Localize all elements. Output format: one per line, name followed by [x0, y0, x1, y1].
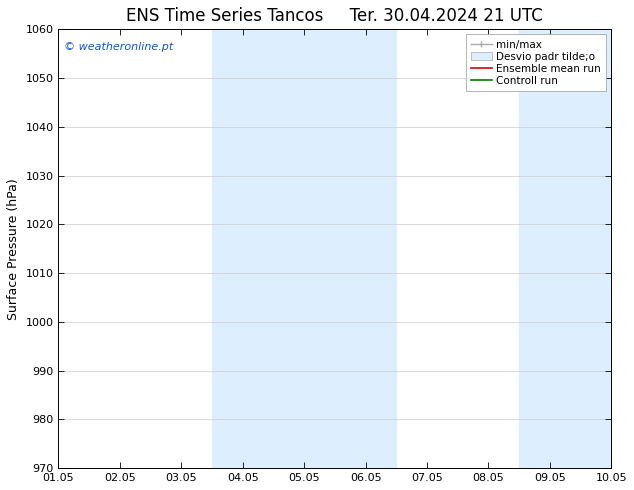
Bar [519, 29, 634, 468]
Y-axis label: Surface Pressure (hPa): Surface Pressure (hPa) [7, 178, 20, 319]
Text: © weatheronline.pt: © weatheronline.pt [64, 43, 173, 52]
Title: ENS Time Series Tancos     Ter. 30.04.2024 21 UTC: ENS Time Series Tancos Ter. 30.04.2024 2… [127, 7, 543, 25]
Bar [212, 29, 396, 468]
Legend: min/max, Desvio padr tilde;o, Ensemble mean run, Controll run: min/max, Desvio padr tilde;o, Ensemble m… [466, 34, 606, 91]
